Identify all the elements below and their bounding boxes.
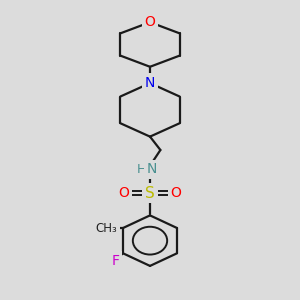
Text: O: O bbox=[170, 186, 181, 200]
Text: N: N bbox=[145, 76, 155, 90]
Text: CH₃: CH₃ bbox=[96, 221, 118, 235]
Text: F: F bbox=[112, 254, 119, 268]
Text: S: S bbox=[145, 186, 155, 201]
Text: O: O bbox=[145, 15, 155, 29]
Text: H: H bbox=[137, 163, 146, 176]
Text: N: N bbox=[146, 162, 157, 176]
Text: O: O bbox=[119, 186, 130, 200]
